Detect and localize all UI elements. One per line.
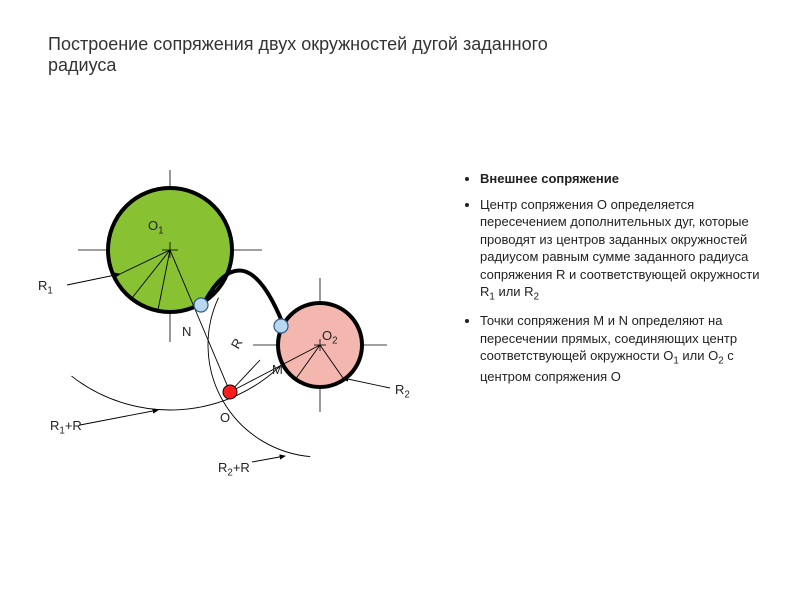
diagram-label-N: N: [182, 324, 191, 339]
title-text: Построение сопряжения двух окружностей д…: [48, 34, 548, 75]
bullet-item-1: Центр сопряжения О определяется пересече…: [480, 196, 772, 304]
diagram-svg: [30, 170, 460, 500]
diagram-label-O2: О2: [322, 328, 338, 347]
diagram-label-O1: О1: [148, 218, 164, 237]
bullet-item-2: Точки сопряжения M и N определяют на пер…: [480, 312, 772, 385]
diagram-label-R2: R2: [395, 382, 410, 401]
page-title: Построение сопряжения двух окружностей д…: [48, 34, 568, 76]
diagram-label-R1: R1: [38, 278, 53, 297]
bullet-head: Внешнее сопряжение: [480, 170, 772, 188]
diagram-label-R2R: R2+R: [218, 460, 250, 479]
diagram-label-O: О: [220, 410, 230, 425]
diagram-label-R1R: R1+R: [50, 418, 82, 437]
diagram-label-M: M: [272, 362, 283, 377]
diagram-container: О1О2ОNMRR1R2R1+RR2+R: [30, 170, 460, 500]
bullet-list: Внешнее сопряжение Центр сопряжения О оп…: [462, 170, 772, 393]
